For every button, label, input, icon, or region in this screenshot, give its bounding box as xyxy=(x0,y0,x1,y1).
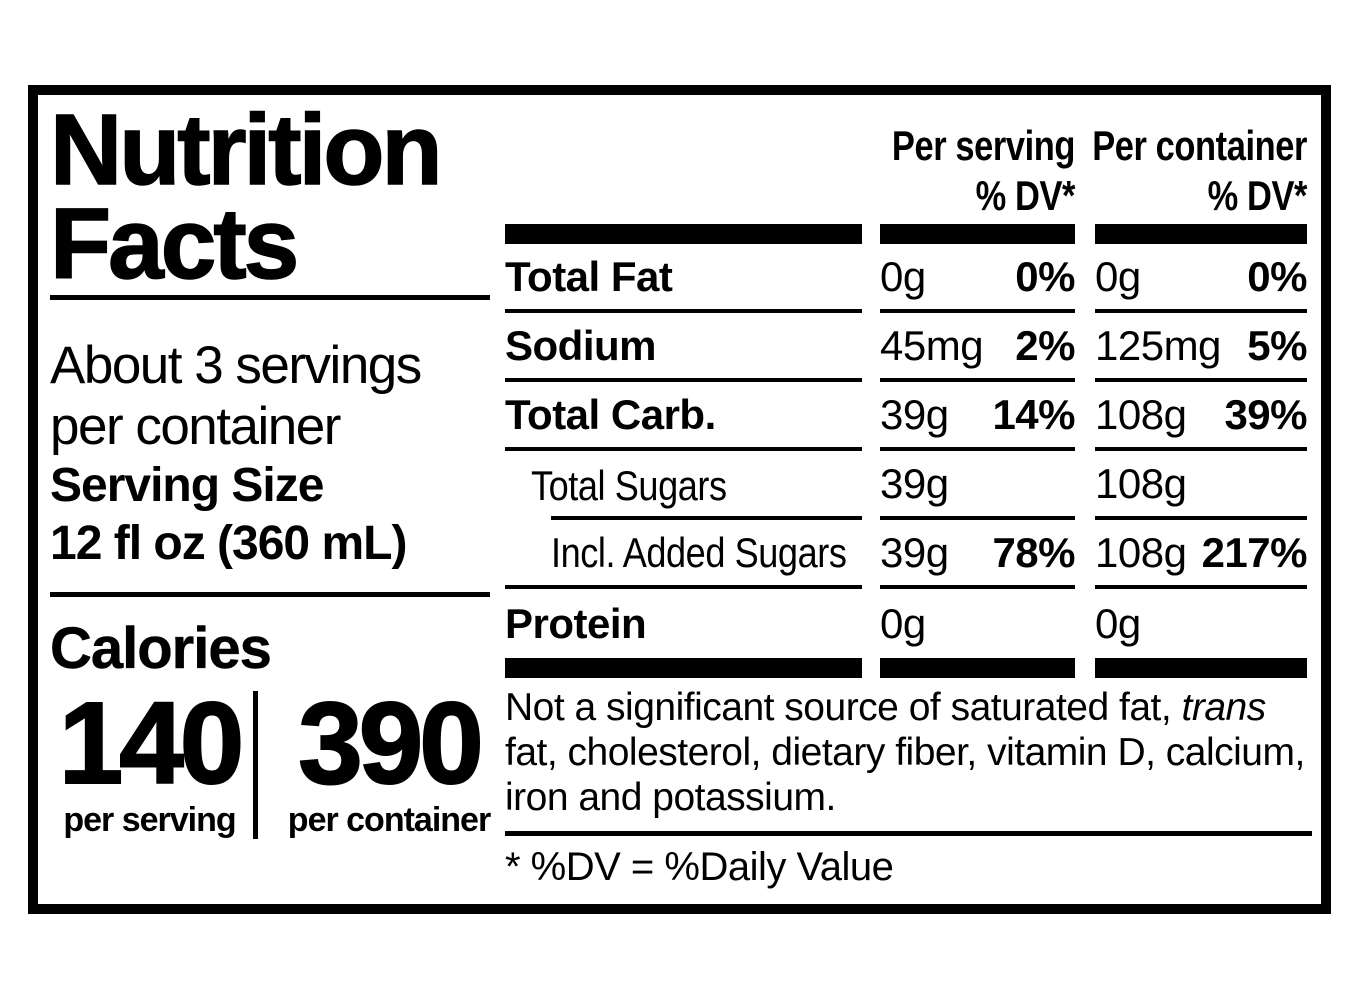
nutrient-label: Protein xyxy=(505,599,647,647)
daily-value: 39% xyxy=(1224,390,1307,438)
amount: 0g xyxy=(1095,599,1141,647)
amount: 0g xyxy=(880,252,926,300)
nutrient-row-sodium: Sodium xyxy=(505,313,862,382)
servings-line2: per container xyxy=(50,397,341,456)
serving-value-added-sugars: 39g 78% xyxy=(880,520,1075,589)
calories-per-serving: 140 per serving xyxy=(46,678,253,840)
serving-size-label: Serving Size xyxy=(50,459,324,512)
amount: 39g xyxy=(880,390,949,438)
nutrient-label: Total Carb. xyxy=(505,390,716,438)
calories-per-container-value: 390 xyxy=(297,678,485,808)
per-container-column: 0g 0% 125mg 5% 108g 39% 108g 108g 217% 0… xyxy=(1095,244,1308,658)
thick-bar-serving-top xyxy=(880,224,1075,244)
nutrient-row-added-sugars: Incl. Added Sugars xyxy=(505,520,862,589)
per-container-header-line1: Per container xyxy=(1092,122,1307,169)
serving-value-sodium: 45mg 2% xyxy=(880,313,1075,382)
panel-title-line2: Facts xyxy=(49,188,300,300)
container-value-total-fat: 0g 0% xyxy=(1095,244,1307,313)
nutrient-row-total-sugars: Total Sugars xyxy=(505,451,862,520)
servings-per-container: About 3 servings per container xyxy=(50,335,498,457)
footnote-suffix: fat, cholesterol, dietary fiber, vitamin… xyxy=(505,731,1305,819)
nutrient-row-total-carb: Total Carb. xyxy=(505,382,862,451)
serving-size: Serving Size 12 fl oz (360 mL) xyxy=(50,457,498,573)
column-header-per-serving: Per serving % DV* xyxy=(829,121,1076,221)
calories-divider-rule xyxy=(50,592,490,597)
serving-value-total-fat: 0g 0% xyxy=(880,244,1075,313)
calories-heading: Calories xyxy=(50,616,272,682)
amount: 108g xyxy=(1095,528,1187,576)
daily-value: 14% xyxy=(992,390,1075,438)
nutrient-label: Sodium xyxy=(505,321,657,369)
thick-bar-serving-bottom xyxy=(880,658,1075,678)
thick-bar-labels-top xyxy=(505,224,862,244)
amount: 108g xyxy=(1095,459,1187,507)
nutrient-label: Incl. Added Sugars xyxy=(505,529,895,577)
panel-title-line1: Nutrition xyxy=(49,94,443,206)
container-value-sodium: 125mg 5% xyxy=(1095,313,1307,382)
serving-value-protein: 0g xyxy=(880,589,1075,658)
nutrient-label: Total Fat xyxy=(505,252,673,300)
servings-line1: About 3 servings xyxy=(50,336,422,395)
not-significant-footnote: Not a significant source of saturated fa… xyxy=(505,685,1317,820)
amount: 39g xyxy=(880,528,949,576)
amount: 108g xyxy=(1095,390,1187,438)
thick-bar-container-bottom xyxy=(1095,658,1307,678)
nutrition-facts-panel: Nutrition Facts About 3 servings per con… xyxy=(28,85,1331,914)
daily-value: 0% xyxy=(1247,252,1307,300)
amount: 45mg xyxy=(880,321,984,369)
calories-vertical-divider xyxy=(253,691,258,839)
per-serving-header-line1: Per serving xyxy=(891,122,1076,169)
amount: 125mg xyxy=(1095,321,1221,369)
thick-bar-container-top xyxy=(1095,224,1307,244)
indented-rule xyxy=(551,516,862,520)
daily-value: 2% xyxy=(1015,321,1075,369)
container-value-total-sugars: 108g xyxy=(1095,451,1307,520)
per-serving-column: 0g 0% 45mg 2% 39g 14% 39g 39g 78% 0g xyxy=(880,244,1075,658)
serving-value-total-sugars: 39g xyxy=(880,451,1075,520)
daily-value: 5% xyxy=(1247,321,1307,369)
serving-value-total-carb: 39g 14% xyxy=(880,382,1075,451)
nutrient-row-protein: Protein xyxy=(505,589,862,658)
daily-value: 217% xyxy=(1201,528,1308,576)
nutrient-label-column: Total Fat Sodium Total Carb. Total Sugar… xyxy=(505,244,862,658)
per-container-header-line2: % DV* xyxy=(1207,172,1308,219)
daily-value: 0% xyxy=(1015,252,1075,300)
calories-per-serving-label: per serving xyxy=(63,801,236,839)
per-serving-header-line2: % DV* xyxy=(975,172,1076,219)
calories-per-serving-value: 140 xyxy=(58,678,246,808)
panel-title: Nutrition Facts xyxy=(49,94,498,300)
calories-per-container: 390 per container xyxy=(284,678,494,840)
daily-value: 78% xyxy=(992,528,1075,576)
title-divider-rule xyxy=(50,295,490,300)
serving-size-value: 12 fl oz (360 mL) xyxy=(50,517,407,570)
column-header-per-container: Per container % DV* xyxy=(1061,121,1307,221)
container-value-added-sugars: 108g 217% xyxy=(1095,520,1308,589)
nutrient-row-total-fat: Total Fat xyxy=(505,244,862,313)
amount: 39g xyxy=(880,459,949,507)
footnote-italic-trans: trans xyxy=(1181,686,1267,729)
nutrient-label-text: Total Sugars xyxy=(531,461,727,509)
container-value-total-carb: 108g 39% xyxy=(1095,382,1307,451)
amount: 0g xyxy=(1095,252,1141,300)
container-value-protein: 0g xyxy=(1095,589,1307,658)
nutrient-label: Total Sugars xyxy=(505,462,758,510)
nutrient-label-text: Incl. Added Sugars xyxy=(551,528,847,576)
amount: 0g xyxy=(880,599,926,647)
footnote-divider-rule xyxy=(505,831,1312,836)
daily-value-definition: * %DV = %Daily Value xyxy=(505,845,894,889)
thick-bar-labels-bottom xyxy=(505,658,862,678)
footnote-prefix: Not a significant source of saturated fa… xyxy=(505,686,1182,729)
calories-per-container-label: per container xyxy=(287,801,491,839)
